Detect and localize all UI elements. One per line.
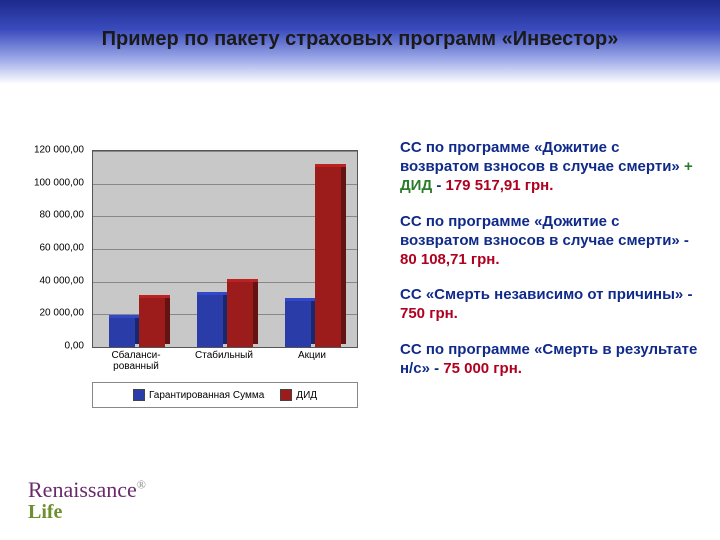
logo-sub-text: Life xyxy=(28,501,146,524)
legend-item-series-0: Гарантированная Сумма xyxy=(133,389,264,401)
legend-label: Гарантированная Сумма xyxy=(149,390,264,401)
bar xyxy=(285,301,311,347)
legend-item-series-1: ДИД xyxy=(280,389,317,401)
plot-area xyxy=(92,150,358,348)
bar xyxy=(227,282,253,347)
summary-line-2: СС по программе «Дожитие с возвратом взн… xyxy=(400,212,700,270)
bar xyxy=(109,318,135,347)
summary-text: СС по программе «Дожитие с возвратом взн… xyxy=(400,138,700,394)
page-title: Пример по пакету страховых программ «Инв… xyxy=(0,28,720,51)
summary-line-1: СС по программе «Дожитие с возвратом взн… xyxy=(400,138,700,196)
summary-line-3: СС «Смерть независимо от причины» - 750 … xyxy=(400,285,700,323)
legend-label: ДИД xyxy=(296,390,317,401)
legend: Гарантированная Сумма ДИД xyxy=(92,382,358,408)
y-axis-labels: 0,0020 000,0040 000,0060 000,0080 000,00… xyxy=(28,150,88,346)
bar xyxy=(315,167,341,347)
bar-chart: 0,0020 000,0040 000,0060 000,0080 000,00… xyxy=(28,150,368,410)
logo-main-text: Renaissance xyxy=(28,477,137,502)
bar xyxy=(139,298,165,347)
summary-line-4: СС по программе «Смерть в результате н/с… xyxy=(400,340,700,378)
bar xyxy=(197,295,223,347)
registered-icon: ® xyxy=(137,478,146,492)
brand-logo: Renaissance® Life xyxy=(28,477,146,524)
